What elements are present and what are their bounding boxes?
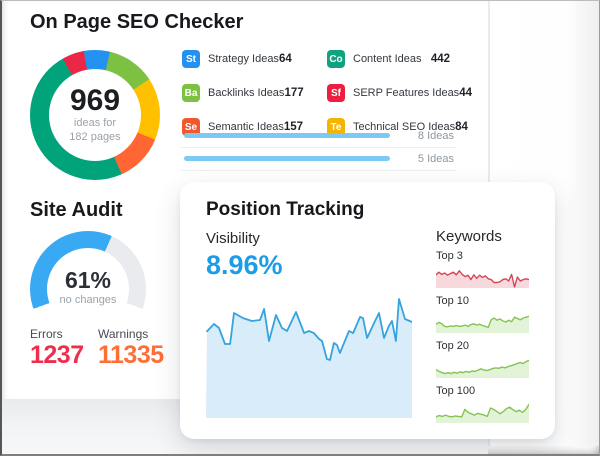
- legend-count: 64: [278, 53, 292, 65]
- visibility-value: 8.96%: [206, 250, 283, 280]
- keyword-sparkline: [436, 403, 529, 423]
- audit-stat-warnings[interactable]: Warnings 11335: [98, 327, 164, 369]
- idea-bar-label: 8 Ideas: [417, 130, 454, 142]
- legend-label: SERP Features Ideas: [353, 87, 460, 99]
- legend-label: Semantic Ideas: [208, 121, 284, 133]
- site-health-gauge[interactable]: 61% no changes: [30, 231, 146, 347]
- legend-item[interactable]: Co Content Ideas 442: [327, 50, 450, 68]
- keyword-sparkline: [436, 359, 529, 378]
- visibility-label: Visibility: [206, 230, 260, 247]
- stat-value: 11335: [98, 341, 164, 369]
- area-fill: [436, 270, 529, 288]
- keywords-title: Keywords: [436, 228, 502, 245]
- seo-checker-title: On Page SEO Checker: [30, 11, 244, 33]
- keyword-row-top3[interactable]: Top 3: [436, 250, 529, 288]
- area-line: [436, 315, 529, 328]
- idea-bar-label: 5 Ideas: [417, 153, 454, 165]
- keyword-sparkline: [436, 315, 529, 333]
- legend-item[interactable]: St Strategy Ideas 64: [182, 50, 292, 68]
- gauge-hole: [47, 248, 129, 330]
- ideas-total: 969: [69, 84, 121, 117]
- area-line: [436, 359, 529, 375]
- legend-item[interactable]: Se Semantic Ideas 157: [182, 118, 303, 136]
- keywords-list: Top 3 Top 10 Top 20 Top 100: [436, 250, 529, 430]
- idea-bar-fill: [184, 156, 390, 161]
- legend-count: 44: [459, 87, 472, 99]
- gauge-value: 61%: [64, 267, 112, 293]
- stat-label: Warnings: [98, 327, 149, 341]
- legend-label: Strategy Ideas: [208, 53, 279, 65]
- area-fill: [436, 360, 529, 378]
- stat-value: 1237: [30, 341, 84, 369]
- gauge-center: 61% no changes: [40, 267, 136, 307]
- legend-count: 157: [283, 121, 304, 133]
- idea-bar-row[interactable]: 8 Ideas: [180, 125, 456, 148]
- legend-label: Technical SEO Ideas: [353, 121, 456, 133]
- keyword-sparkline: [436, 270, 529, 288]
- legend-item[interactable]: Te Technical SEO Ideas 84: [327, 118, 468, 136]
- legend-count: 177: [284, 87, 304, 99]
- legend-item[interactable]: Ba Backlinks Ideas 177: [182, 84, 304, 102]
- ideas-legend-column-1: St Strategy Ideas 64 Ba Backlinks Ideas 177 Se…: [182, 50, 304, 136]
- keyword-row-top10[interactable]: Top 10: [436, 295, 529, 333]
- legend-label: Backlinks Ideas: [208, 87, 285, 99]
- keyword-row-top100[interactable]: Top 100: [436, 385, 529, 423]
- legend-item[interactable]: Sf SERP Features Ideas 44: [327, 84, 472, 102]
- legend-badge-icon: Ba: [182, 84, 200, 102]
- ideas-legend-column-2: Co Content Ideas 442 Sf SERP Features Ideas 4…: [327, 50, 472, 136]
- legend-count: 84: [455, 121, 468, 133]
- legend-badge-icon: St: [182, 50, 200, 68]
- keyword-label: Top 100: [436, 385, 476, 397]
- area-fill: [436, 404, 529, 423]
- area-line: [436, 270, 529, 288]
- idea-bar-row[interactable]: 5 Ideas: [180, 148, 456, 171]
- legend-count: 442: [430, 53, 450, 65]
- area-line: [206, 298, 412, 361]
- legend-badge-icon: Se: [182, 118, 200, 136]
- area-fill: [436, 316, 529, 333]
- keyword-label: Top 10: [436, 295, 470, 307]
- area-fill: [206, 299, 412, 418]
- ideas-subtitle-line2: 182 pages: [69, 131, 121, 143]
- keyword-row-top20[interactable]: Top 20: [436, 340, 529, 378]
- visibility-area-chart[interactable]: [206, 294, 412, 418]
- legend-badge-icon: Te: [327, 118, 345, 136]
- gauge-caption: no changes: [59, 294, 117, 306]
- donut-center: 969 ideas for 182 pages: [49, 69, 141, 161]
- idea-progress-list: 8 Ideas 5 Ideas: [180, 125, 456, 171]
- stat-label: Errors: [30, 327, 63, 341]
- position-tracking-title: Position Tracking: [206, 199, 365, 220]
- audit-stat-errors[interactable]: Errors 1237: [30, 327, 84, 369]
- ideas-donut-chart[interactable]: 969 ideas for 182 pages: [30, 50, 160, 180]
- legend-label: Content Ideas: [353, 53, 422, 65]
- site-audit-title: Site Audit: [30, 199, 123, 221]
- legend-badge-icon: Co: [327, 50, 345, 68]
- area-line: [436, 403, 529, 418]
- keyword-label: Top 3: [436, 250, 463, 262]
- legend-badge-icon: Sf: [327, 84, 345, 102]
- idea-bar-fill: [184, 133, 390, 138]
- position-tracking-card: Position Tracking Visibility 8.96% Keywo…: [180, 182, 555, 439]
- ideas-subtitle-line1: ideas for: [73, 117, 117, 129]
- keyword-label: Top 20: [436, 340, 470, 352]
